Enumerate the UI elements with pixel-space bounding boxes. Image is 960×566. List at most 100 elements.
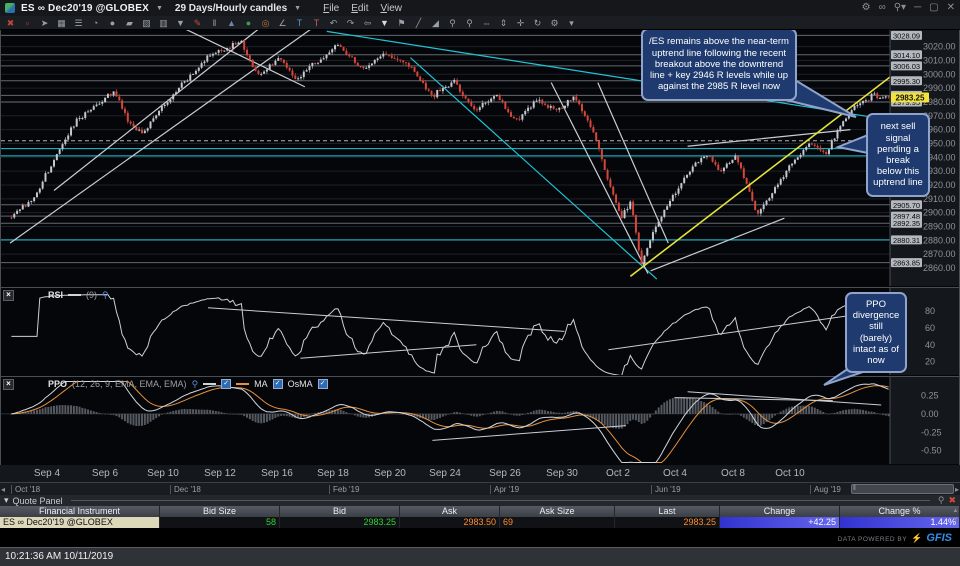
layout-tool-icon[interactable]: ▥ <box>159 17 168 28</box>
globe-tool-icon[interactable]: ● <box>245 17 252 28</box>
ppo-trend-line[interactable] <box>432 425 627 441</box>
candle-body <box>836 130 839 139</box>
close-icon[interactable]: ✕ <box>946 2 955 13</box>
polygon-tool-icon[interactable]: ▰ <box>126 17 133 28</box>
annotation-callout-breakout[interactable]: /ES remains above the near-term uptrend … <box>641 28 797 101</box>
text-tool-icon[interactable]: T <box>296 17 303 28</box>
candle-body <box>754 200 757 211</box>
zoom-in-tool-icon[interactable]: ⚲ <box>449 17 456 28</box>
v-expand-tool-icon[interactable]: ⇕ <box>499 17 508 28</box>
ppo-histogram-bar <box>887 413 890 417</box>
undo-icon[interactable]: ↶ <box>329 17 338 28</box>
target-tool-icon[interactable]: ◎ <box>261 17 270 28</box>
quote-panel-collapse-icon[interactable]: ▾ <box>4 495 9 505</box>
candle-body <box>810 143 813 145</box>
annotation-callout-sell-signal[interactable]: next sell signal pending a break below t… <box>866 113 930 197</box>
white-trend-line[interactable] <box>650 217 785 272</box>
filter-dropdown-icon[interactable]: ▼ <box>176 17 185 28</box>
redo-icon[interactable]: ↷ <box>346 17 355 28</box>
timeline-left-arrow-icon[interactable]: ◂ <box>1 485 6 494</box>
h-expand-tool-icon[interactable]: ⇔ <box>482 17 491 28</box>
price-level-badge <box>891 76 922 86</box>
quote-col-header[interactable]: Bid Size <box>160 506 280 517</box>
grid-tool-icon[interactable]: ▦ <box>57 17 66 28</box>
trendline-tool-icon[interactable]: ╱ <box>415 17 422 28</box>
white-trend-line[interactable] <box>9 30 314 244</box>
ppo-pin-icon[interactable]: ⚲ <box>191 378 199 389</box>
pointer-tool-icon[interactable]: ➤ <box>40 17 49 28</box>
quote-col-header[interactable]: Bid <box>280 506 400 517</box>
hatch-tool-icon[interactable]: ◢ <box>432 17 439 28</box>
quote-col-header[interactable]: Financial Instrument <box>0 506 160 517</box>
timeline-right-arrow-icon[interactable]: ▸ <box>954 485 959 494</box>
link-icon[interactable]: ∞ <box>878 2 886 13</box>
symbol-title[interactable]: ES ∞ Dec20'19 @GLOBEX <box>21 2 149 14</box>
image-tool-icon[interactable]: ▨ <box>142 17 151 28</box>
quote-scrollbar[interactable]: ▲ ▼ <box>952 508 959 523</box>
delete-tool-icon[interactable]: ✖ <box>6 17 15 28</box>
quote-col-header[interactable]: Ask <box>400 506 500 517</box>
ppo-ma-checkbox[interactable]: ✓ <box>272 379 283 389</box>
menu-file[interactable]: File <box>323 2 340 14</box>
more-dropdown-icon[interactable]: ▾ <box>569 17 574 28</box>
ppo-close-icon[interactable]: × <box>3 378 14 390</box>
white-trend-line[interactable] <box>182 30 306 88</box>
timeline-scrollbar[interactable]: ◂ Oct '18 Dec '18 Feb '19 Apr '19 Jun '19 Aug … <box>0 482 960 497</box>
quote-col-header[interactable]: Last <box>615 506 720 517</box>
pie-tool-icon[interactable]: ◔ <box>92 17 99 28</box>
white-trend-line[interactable] <box>597 82 669 244</box>
funnel-tool-icon[interactable]: ▼ <box>380 17 389 28</box>
settings-gear-icon[interactable]: ⚙ <box>861 2 871 13</box>
volume-bars-icon[interactable]: ‖ <box>212 17 217 28</box>
quote-panel-close-icon[interactable]: ✖ <box>948 495 956 505</box>
pin-dropdown-icon[interactable]: ⚲▾ <box>893 2 907 13</box>
snap-grid-icon[interactable]: ▫ <box>25 17 30 28</box>
ppo-histogram-bar <box>881 413 884 416</box>
ppo-osma-checkbox[interactable]: ✓ <box>317 379 328 389</box>
mountain-chart-icon[interactable]: ▲ <box>227 17 236 28</box>
menu-edit[interactable]: Edit <box>351 2 369 14</box>
cyan-trend-line[interactable] <box>409 57 658 280</box>
timeframe-title[interactable]: 29 Days/Hourly candles <box>174 2 288 14</box>
quote-col-header[interactable]: Ask Size <box>500 506 615 517</box>
rsi-tick-label: 40 <box>925 340 935 350</box>
ppo-histogram-bar <box>802 405 805 414</box>
rsi-trend-line[interactable] <box>207 307 565 332</box>
annotation-callout-ppo-divergence[interactable]: PPO divergence still (barely) intact as … <box>845 292 907 373</box>
timeline-scroll-thumb[interactable]: ‖ <box>851 484 954 494</box>
candle-body <box>78 118 81 120</box>
pencil-tool-icon[interactable]: ✎ <box>193 17 202 28</box>
center-tool-icon[interactable]: ✛ <box>516 17 525 28</box>
menu-view[interactable]: View <box>380 2 402 14</box>
rsi-close-icon[interactable]: × <box>3 289 14 301</box>
quote-panel-pin-icon[interactable]: ⚲ <box>937 495 945 505</box>
ppo-ma-label: MA <box>254 379 268 389</box>
ellipse-tool-icon[interactable]: ● <box>109 17 116 28</box>
flag-tool-icon[interactable]: ⚑ <box>397 17 406 28</box>
ppo-histogram-bar <box>342 410 345 414</box>
symbol-dropdown-icon[interactable]: ▼ <box>155 4 163 12</box>
timeframe-dropdown-icon[interactable]: ▼ <box>294 4 302 12</box>
list-tool-icon[interactable]: ☰ <box>74 17 83 28</box>
rotate-tool-icon[interactable]: ↻ <box>533 17 542 28</box>
white-trend-line[interactable] <box>550 82 649 274</box>
maximize-icon[interactable]: ▢ <box>929 2 939 13</box>
angle-tool-icon[interactable]: ∠ <box>278 17 287 28</box>
rsi-trend-line[interactable] <box>608 310 882 351</box>
settings-tool-icon[interactable]: ⚙ <box>550 17 559 28</box>
rsi-pin-icon[interactable]: ⚲ <box>102 289 109 300</box>
callout-tool-icon[interactable]: ⇦ <box>363 17 372 28</box>
ppo-histogram-bar <box>70 405 73 414</box>
white-trend-line[interactable] <box>53 30 261 191</box>
zoom-out-tool-icon[interactable]: ⚲ <box>466 17 473 28</box>
quote-col-header[interactable]: Change % <box>840 506 960 517</box>
ppo-trend-line[interactable] <box>687 391 882 406</box>
rsi-trend-line[interactable] <box>300 344 477 359</box>
note-tool-icon[interactable]: T <box>313 17 320 28</box>
quote-col-header[interactable]: Change <box>720 506 840 517</box>
quote-table-row[interactable]: ES ∞ Dec20'19 @GLOBEX 58 2983.25 2983.50 69 2… <box>0 517 960 528</box>
white-trend-line[interactable] <box>687 129 851 147</box>
minimize-icon[interactable]: ─ <box>914 2 922 13</box>
ppo-line-checkbox[interactable]: ✓ <box>221 379 232 389</box>
candle-body <box>518 118 521 120</box>
